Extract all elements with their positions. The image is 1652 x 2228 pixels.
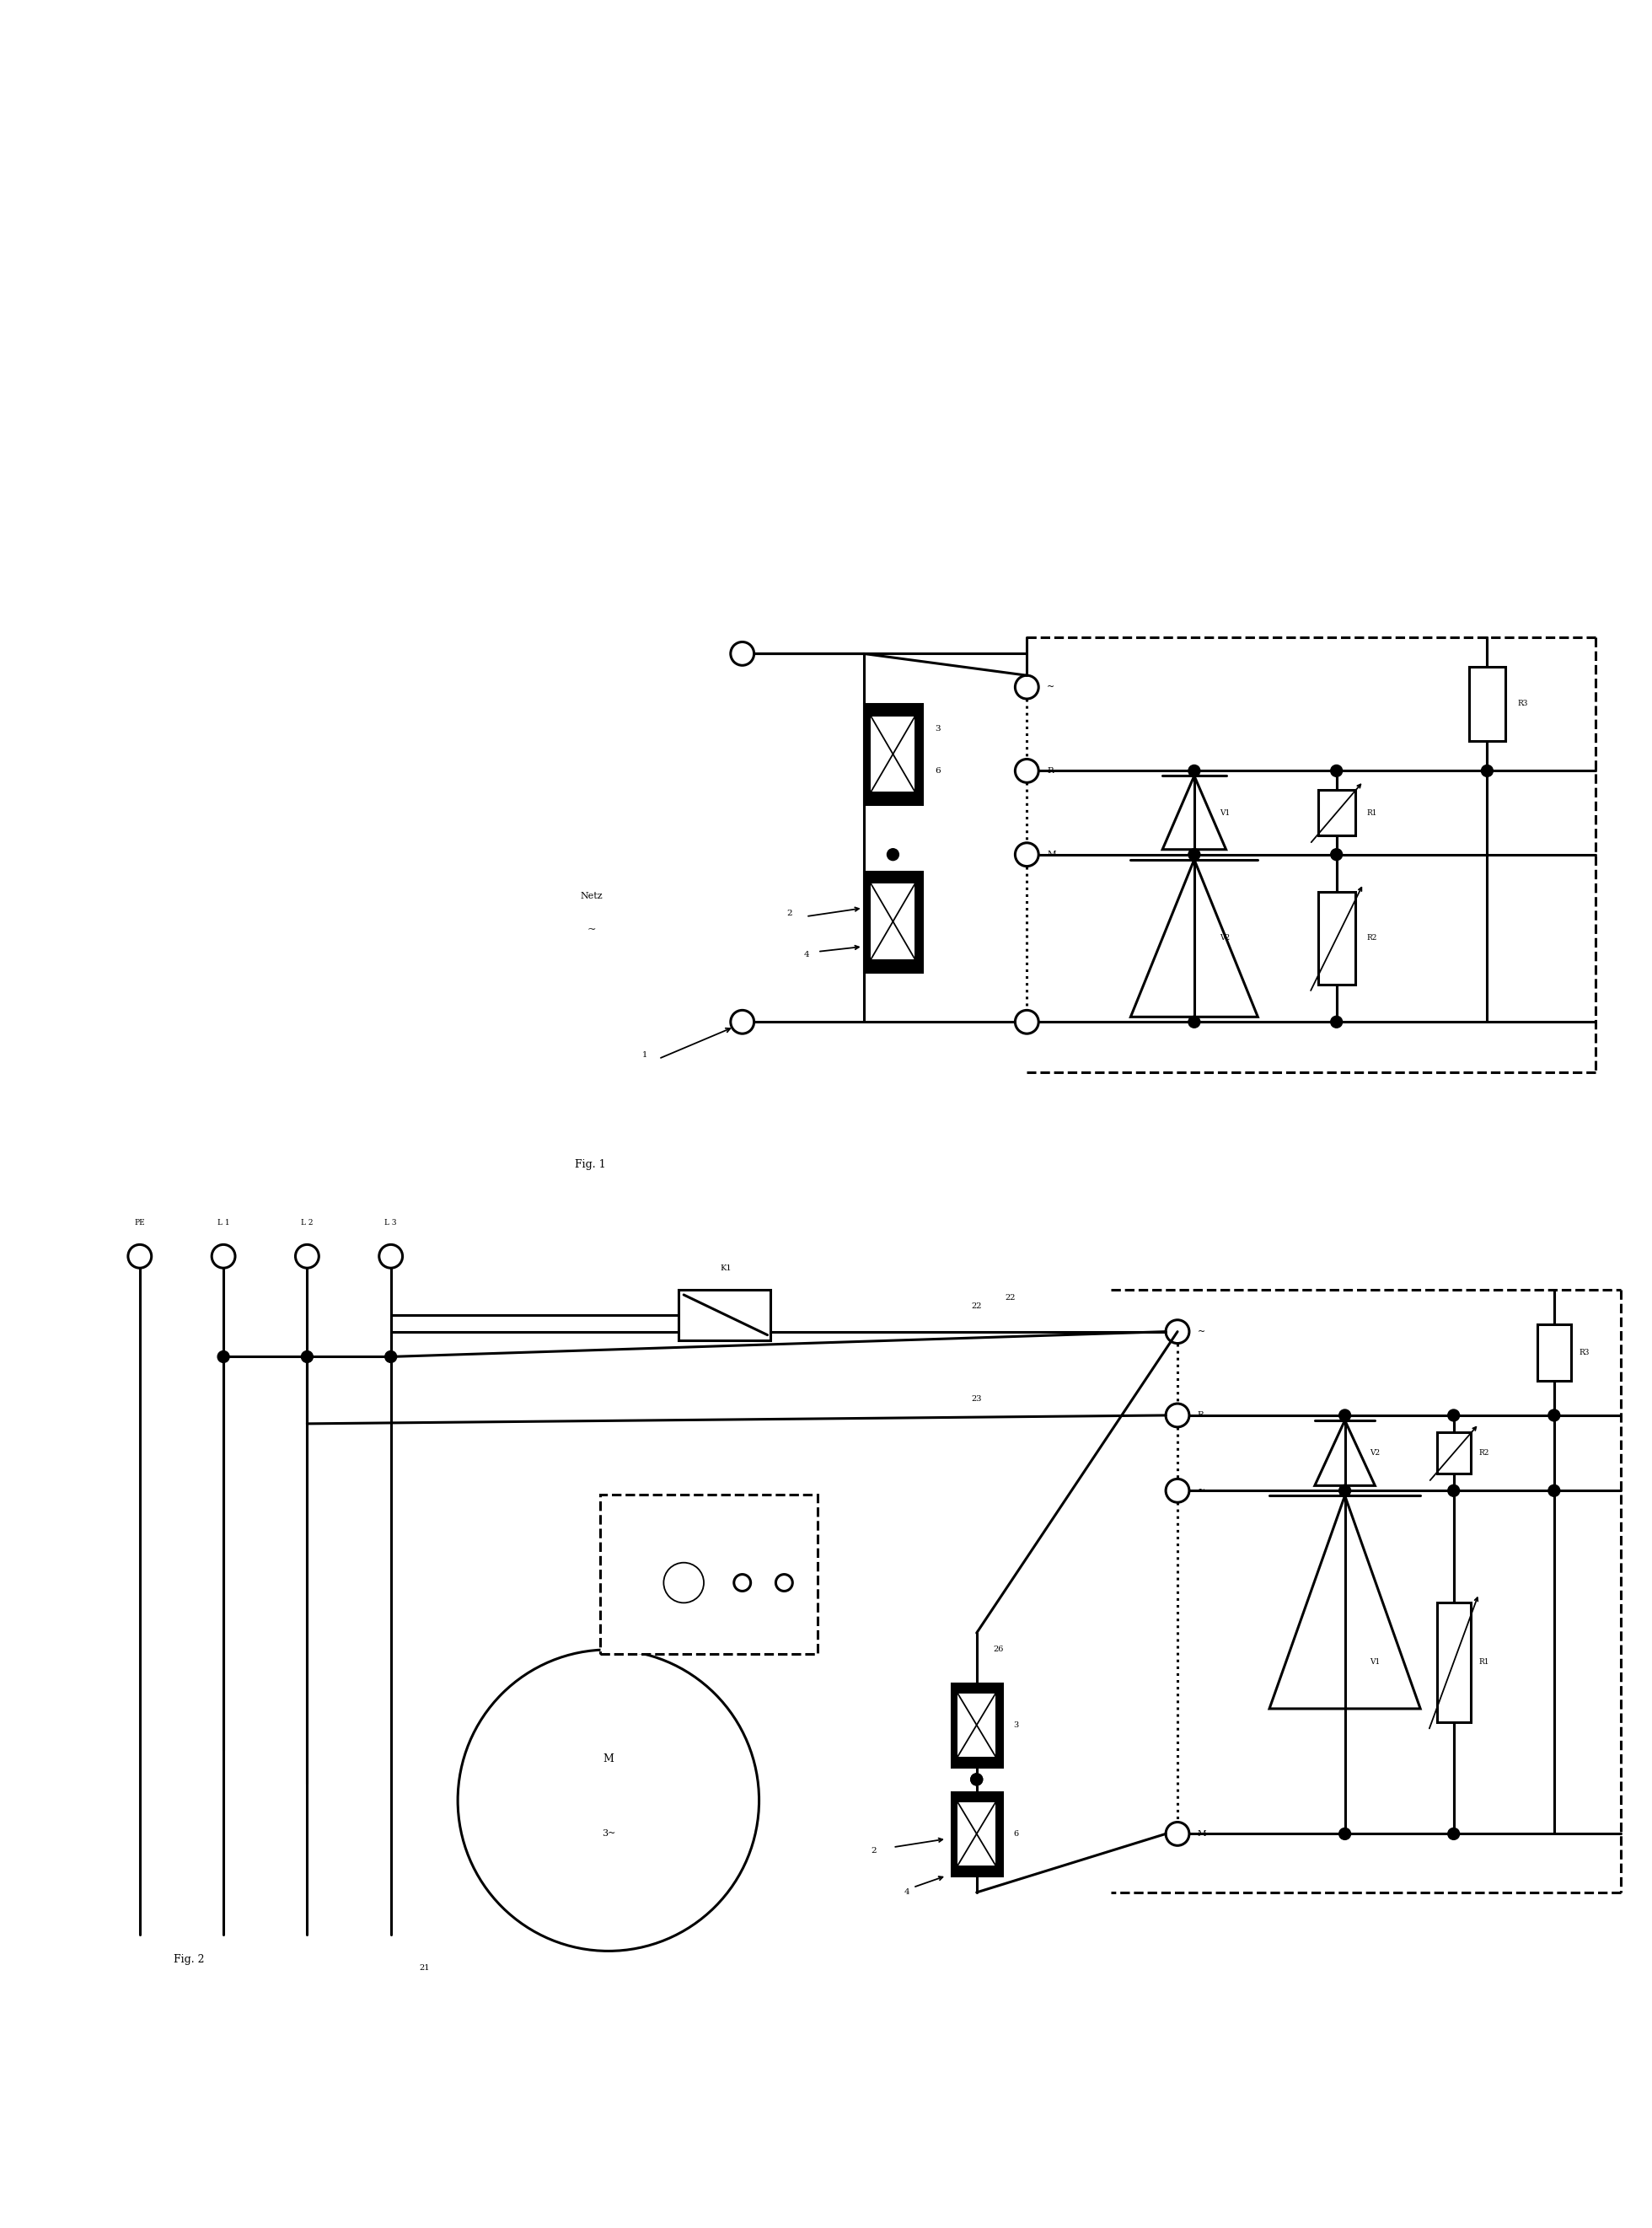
Bar	[1538, 1323, 1571, 1381]
Text: R: R	[1198, 1413, 1204, 1419]
Text: 22: 22	[1004, 1294, 1016, 1301]
Circle shape	[1340, 1410, 1351, 1421]
Text: ~: ~	[586, 925, 596, 936]
Circle shape	[1188, 849, 1199, 860]
Circle shape	[971, 1773, 983, 1785]
Circle shape	[971, 1773, 983, 1785]
Bar	[864, 704, 922, 804]
Bar	[871, 885, 915, 958]
Text: V1: V1	[1370, 1658, 1381, 1667]
Circle shape	[1188, 764, 1199, 778]
Text: 24: 24	[776, 1513, 786, 1519]
Text: 3~: 3~	[601, 1829, 615, 1838]
Text: 26: 26	[993, 1646, 1004, 1653]
Text: V2: V2	[1219, 934, 1229, 942]
Bar	[952, 1682, 1001, 1767]
Circle shape	[1330, 849, 1343, 860]
Bar	[1318, 789, 1355, 836]
Text: R3: R3	[1517, 700, 1528, 709]
Circle shape	[1330, 764, 1343, 778]
Text: 22: 22	[971, 1303, 981, 1310]
Bar	[958, 1802, 996, 1865]
Text: R2: R2	[1366, 934, 1378, 942]
Circle shape	[1188, 1016, 1199, 1027]
Text: 4: 4	[904, 1889, 910, 1896]
Bar	[1469, 666, 1505, 740]
Text: R1: R1	[1479, 1658, 1490, 1667]
Text: L 1: L 1	[218, 1219, 230, 1228]
Circle shape	[1340, 1827, 1351, 1840]
Text: 2: 2	[871, 1847, 876, 1854]
Text: 2: 2	[786, 909, 793, 918]
Circle shape	[1447, 1827, 1459, 1840]
Text: R3: R3	[1579, 1348, 1589, 1357]
Text: M: M	[1047, 851, 1056, 858]
Text: Fig. 1: Fig. 1	[575, 1159, 606, 1170]
Text: K1: K1	[720, 1263, 732, 1272]
Text: 21: 21	[420, 1963, 430, 1972]
Circle shape	[1447, 1410, 1459, 1421]
Circle shape	[1548, 1410, 1559, 1421]
Circle shape	[887, 849, 899, 860]
Text: R: R	[1047, 766, 1054, 775]
Circle shape	[1340, 1484, 1351, 1497]
Text: L 3: L 3	[385, 1219, 396, 1228]
Bar	[1437, 1602, 1470, 1722]
Text: ~: ~	[1198, 1328, 1206, 1337]
Text: R2: R2	[1479, 1448, 1488, 1457]
Bar	[1437, 1433, 1470, 1473]
Text: -: -	[1047, 1018, 1051, 1027]
Text: 3: 3	[1013, 1722, 1019, 1729]
Text: PE: PE	[134, 1219, 145, 1228]
Bar	[871, 717, 915, 791]
Text: 1: 1	[643, 1052, 648, 1058]
Bar	[958, 1693, 996, 1756]
Bar	[1318, 891, 1355, 985]
Text: Netz: Netz	[580, 891, 603, 900]
Text: V2: V2	[1370, 1448, 1379, 1457]
Text: V1: V1	[1219, 809, 1229, 815]
Circle shape	[385, 1350, 396, 1364]
Text: L 2: L 2	[301, 1219, 314, 1228]
Circle shape	[1330, 1016, 1343, 1027]
Text: Fig. 2: Fig. 2	[173, 1954, 203, 1965]
Text: 6: 6	[935, 766, 940, 775]
Text: 3: 3	[935, 724, 940, 733]
Circle shape	[1482, 764, 1493, 778]
Circle shape	[1548, 1484, 1559, 1497]
Text: 6: 6	[1013, 1829, 1019, 1838]
Text: M: M	[1198, 1829, 1206, 1838]
Text: R1: R1	[1366, 809, 1378, 815]
Text: ~: ~	[1198, 1486, 1206, 1495]
Bar	[952, 1791, 1001, 1876]
Bar	[864, 871, 922, 971]
Circle shape	[301, 1350, 312, 1364]
Text: ~: ~	[1047, 684, 1054, 691]
Text: M: M	[603, 1753, 615, 1765]
Bar	[600, 1495, 818, 1653]
Text: 4: 4	[803, 951, 809, 958]
Circle shape	[1447, 1484, 1459, 1497]
Text: 23: 23	[971, 1395, 981, 1401]
Bar	[679, 1290, 771, 1339]
Circle shape	[218, 1350, 230, 1364]
